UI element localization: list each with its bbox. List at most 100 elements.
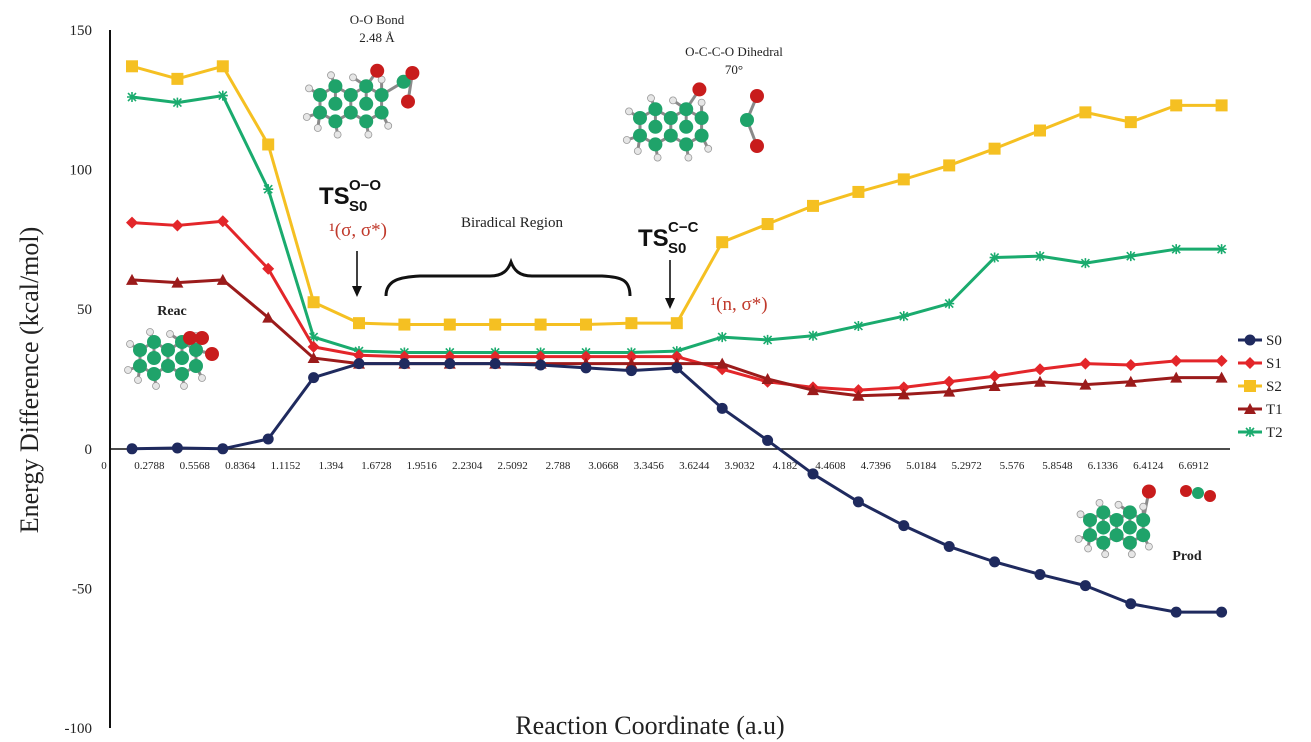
data-point-t2 <box>808 330 818 341</box>
legend-label: S0 <box>1266 333 1282 349</box>
ts2-subscript: S0 <box>668 240 686 257</box>
data-point-s1 <box>670 350 683 363</box>
data-point-t1 <box>807 384 819 396</box>
legend-marker <box>1244 357 1256 369</box>
x-tick-label: 2.788 <box>546 460 571 472</box>
y-tick-labels: 150 100 50 0 -50 -100 <box>65 23 93 737</box>
data-point-s0 <box>580 362 592 374</box>
x-tick-label: 4.7396 <box>861 460 892 472</box>
ts1-label: TS <box>319 183 350 210</box>
x-tick-label: 6.6912 <box>1178 460 1208 472</box>
data-point-s1 <box>171 219 184 232</box>
dihedral-angle: 70° <box>725 62 743 77</box>
series-s2 <box>126 60 1228 331</box>
data-point-s0 <box>1170 606 1182 618</box>
x-tick-label: 3.0668 <box>588 460 619 472</box>
data-point-s1 <box>307 340 320 353</box>
axes <box>109 30 1230 728</box>
data-point-t2 <box>263 184 274 195</box>
legend-label: T2 <box>1266 425 1283 441</box>
legend-label: S2 <box>1266 379 1282 395</box>
data-point-t1 <box>216 273 229 285</box>
x-tick-labels: 0 0.2788 0.5568 0.8364 1.1152 1.394 1.6728 1.95… <box>101 460 1208 472</box>
data-point-s2 <box>1034 124 1046 137</box>
data-point-s0 <box>171 442 183 454</box>
data-point-s2 <box>1215 99 1228 112</box>
legend-marker <box>1244 380 1256 392</box>
data-point-s0 <box>217 443 229 455</box>
legend-marker <box>1245 427 1255 437</box>
data-point-s1 <box>262 262 275 275</box>
data-point-s0 <box>308 372 320 384</box>
data-point-s0 <box>807 468 819 480</box>
data-point-t1 <box>1124 375 1137 387</box>
data-point-s2 <box>171 72 184 85</box>
x-tick-label: 2.5092 <box>497 460 527 472</box>
legend-marker <box>1244 334 1256 346</box>
data-point-s2 <box>443 318 456 331</box>
x-tick-label: 4.4608 <box>815 460 846 472</box>
data-point-t2 <box>944 298 955 309</box>
x-tick-label: 5.2972 <box>951 460 981 472</box>
dihedral-label: O-C-C-O Dihedral <box>685 44 783 59</box>
ts1-subscript: S0 <box>349 198 367 215</box>
y-tick-label: 50 <box>77 302 92 318</box>
data-point-s0 <box>852 496 864 508</box>
y-tick-label: 0 <box>85 442 93 458</box>
data-point-t2 <box>853 320 864 331</box>
data-point-s1 <box>1034 363 1046 376</box>
data-point-t2 <box>989 252 1000 263</box>
data-point-s0 <box>262 433 274 445</box>
data-point-s2 <box>1079 106 1092 119</box>
x-tick-label: 2.2304 <box>452 460 483 472</box>
molecule-illustrations <box>124 63 1216 559</box>
data-point-t2 <box>1080 258 1091 269</box>
data-point-s0 <box>1034 568 1046 580</box>
data-point-t1 <box>625 357 638 369</box>
data-point-s0 <box>898 520 910 532</box>
x-tick-label: 3.9032 <box>724 460 754 472</box>
data-point-s1 <box>126 216 138 229</box>
data-point-t2 <box>217 90 228 101</box>
ts2-superscript: C−C <box>668 219 699 236</box>
prod-label: Prod <box>1172 549 1202 564</box>
data-point-t1 <box>852 389 865 401</box>
data-point-s2 <box>398 318 411 331</box>
data-point-s2 <box>262 138 275 151</box>
data-point-s0 <box>716 402 728 414</box>
data-point-s2 <box>761 218 774 231</box>
x-tick-label: 0.8364 <box>225 460 256 472</box>
ts2-molecule <box>622 82 713 162</box>
data-point-t2 <box>127 92 137 103</box>
ts2-label: TS <box>638 225 669 252</box>
reactant-molecule <box>124 328 219 390</box>
data-point-s0 <box>943 541 955 553</box>
x-tick-label: 0.5568 <box>180 460 211 472</box>
y-tick-label: -100 <box>65 721 93 737</box>
data-point-t1 <box>716 357 729 369</box>
ts2-arrow <box>665 260 675 309</box>
data-point-t2 <box>717 332 728 343</box>
data-point-s1 <box>353 349 365 362</box>
data-point-s2 <box>852 185 865 198</box>
x-tick-label: 6.1336 <box>1088 460 1119 472</box>
data-point-t2 <box>1035 251 1045 262</box>
data-point-s2 <box>670 317 683 330</box>
data-point-t1 <box>897 388 910 400</box>
data-point-s0 <box>625 365 637 377</box>
ts1-arrow <box>352 251 362 297</box>
data-point-s2 <box>353 317 365 330</box>
data-point-s1 <box>897 381 910 394</box>
data-point-t1 <box>126 273 138 285</box>
x-tick-label: 1.1152 <box>271 460 301 472</box>
data-point-s2 <box>580 318 592 331</box>
data-point-t2 <box>898 311 909 322</box>
y-tick-label: 150 <box>70 23 93 39</box>
legend: S0 S1 S2 T1 T2 <box>1238 333 1283 441</box>
data-point-s2 <box>625 317 638 330</box>
x-axis-title: Reaction Coordinate (a.u) <box>515 711 784 740</box>
x-tick-label: 3.6244 <box>679 460 710 472</box>
data-point-s0 <box>398 358 410 370</box>
data-point-s1 <box>1124 359 1137 372</box>
biradical-brace <box>384 257 632 297</box>
